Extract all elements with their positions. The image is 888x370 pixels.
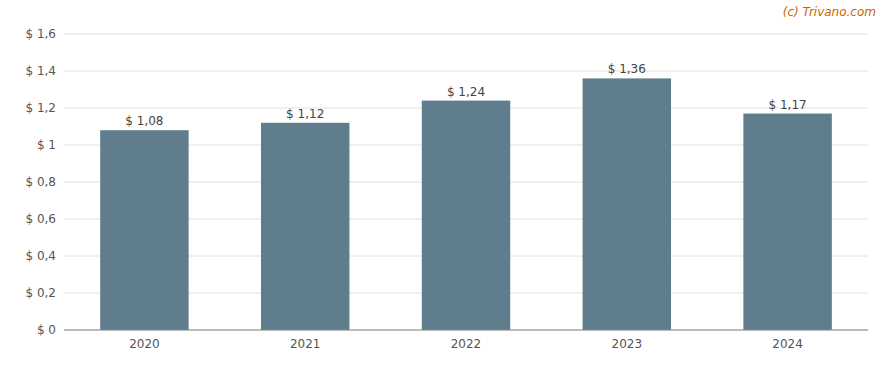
grid — [64, 34, 868, 330]
watermark: (c) Trivano.com — [783, 5, 876, 19]
data-label: $ 1,36 — [608, 62, 646, 76]
bar — [100, 130, 188, 330]
x-tick-label: 2020 — [129, 337, 160, 351]
x-tick-label: 2021 — [290, 337, 321, 351]
y-tick-label: $ 1,6 — [25, 27, 56, 41]
chart-svg: $ 0 $ 0,2 $ 0,4 $ 0,6 $ 0,8 $ 1 $ 1,2 $ 1,4 $ 1,… — [0, 0, 888, 370]
x-axis: 2020 2021 2022 2023 2024 — [64, 330, 868, 351]
y-axis: $ 0 $ 0,2 $ 0,4 $ 0,6 $ 0,8 $ 1 $ 1,2 $ 1,4 $ 1,… — [25, 27, 56, 337]
grid-line — [64, 330, 868, 331]
grid-line — [64, 34, 868, 35]
data-labels: $ 1,08 $ 1,12 $ 1,24 $ 1,36 $ 1,17 — [125, 62, 806, 128]
y-tick-label: $ 0,8 — [25, 175, 56, 189]
grid-line — [64, 71, 868, 72]
page: {"chart_data": {"type": "bar", "categori… — [0, 0, 888, 370]
x-tick-label: 2023 — [612, 337, 643, 351]
y-tick-label: $ 0,6 — [25, 212, 56, 226]
data-label: $ 1,12 — [286, 107, 324, 121]
x-tick-label: 2022 — [451, 337, 482, 351]
x-axis-line — [64, 330, 868, 331]
chart-container: $ 0 $ 0,2 $ 0,4 $ 0,6 $ 0,8 $ 1 $ 1,2 $ 1,4 $ 1,… — [0, 0, 888, 370]
x-tick-label: 2024 — [772, 337, 803, 351]
data-label: $ 1,24 — [447, 85, 485, 99]
y-tick-label: $ 0,2 — [25, 286, 56, 300]
y-tick-label: $ 0,4 — [25, 249, 56, 263]
y-tick-label: $ 1,2 — [25, 101, 56, 115]
y-tick-label: $ 0 — [37, 323, 56, 337]
data-label: $ 1,17 — [769, 98, 807, 112]
y-tick-label: $ 1,4 — [25, 64, 56, 78]
background — [0, 0, 888, 370]
bar — [422, 101, 510, 330]
bar — [743, 114, 831, 330]
bars — [100, 78, 832, 330]
y-tick-label: $ 1 — [37, 138, 56, 152]
data-label: $ 1,08 — [125, 114, 163, 128]
bar — [261, 123, 349, 330]
bar — [583, 78, 671, 330]
